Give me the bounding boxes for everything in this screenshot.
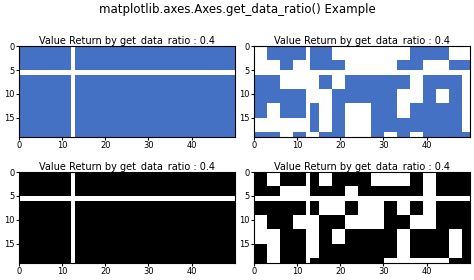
Title: Value Return by get_data_ratio : 0.4: Value Return by get_data_ratio : 0.4 [39,35,215,46]
Title: Value Return by get_data_ratio : 0.4: Value Return by get_data_ratio : 0.4 [39,161,215,172]
Title: Value Return by get_data_ratio : 0.4: Value Return by get_data_ratio : 0.4 [274,161,450,172]
Title: Value Return by get_data_ratio : 0.4: Value Return by get_data_ratio : 0.4 [274,35,450,46]
Text: matplotlib.axes.Axes.get_data_ratio() Example: matplotlib.axes.Axes.get_data_ratio() Ex… [99,3,375,16]
